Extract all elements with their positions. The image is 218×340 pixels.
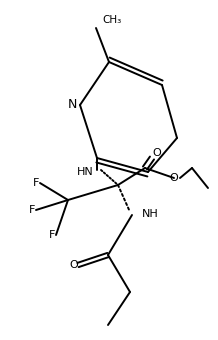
Text: CH₃: CH₃ — [102, 15, 121, 25]
Text: O: O — [170, 173, 178, 183]
Text: O: O — [153, 148, 161, 158]
Text: F: F — [29, 205, 35, 215]
Text: HN: HN — [77, 167, 93, 177]
Text: O: O — [70, 260, 78, 270]
Text: F: F — [49, 230, 55, 240]
Text: N: N — [67, 99, 77, 112]
Text: F: F — [33, 178, 39, 188]
Text: NH: NH — [142, 209, 159, 219]
